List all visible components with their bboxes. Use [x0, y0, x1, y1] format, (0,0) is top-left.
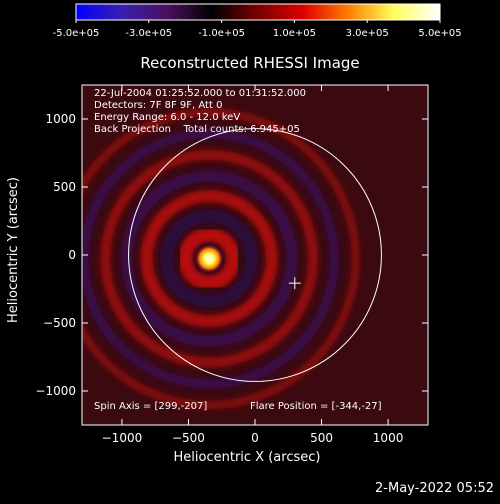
y-tick-label: 1000 [45, 112, 76, 126]
x-tick-label: −1000 [102, 431, 143, 445]
info-annotations: 22-Jul-2004 01:25:52.000 to 01:31:52.000… [94, 88, 306, 136]
image-ring [121, 170, 298, 347]
colorbar-tick-label: -3.0e+05 [125, 28, 172, 39]
y-tick-label: 0 [68, 248, 76, 262]
time-range-text: 22-Jul-2004 01:25:52.000 to 01:31:52.000 [94, 88, 306, 99]
spin-axis-marker [288, 277, 301, 290]
y-tick-label: 500 [53, 180, 76, 194]
x-axis: −1000 −500 0 500 1000 [102, 85, 404, 445]
total-counts-text: Total counts: 6.945+05 [183, 124, 300, 135]
x-tick-label: 1000 [373, 431, 404, 445]
colorbar-tick-label: -1.0e+05 [198, 28, 245, 39]
image-layer [82, 85, 428, 425]
energy-range-text: Energy Range: 6.0 - 12.0 keV [94, 112, 241, 123]
colorbar-tick-label: -5.0e+05 [53, 28, 100, 39]
image-ring [82, 108, 360, 410]
method-text: Back Projection [94, 124, 171, 135]
y-tick-label: −1000 [35, 384, 76, 398]
image-ring [140, 190, 278, 328]
image-ring [100, 149, 319, 368]
y-tick-label: −500 [43, 316, 76, 330]
x-tick-label: 0 [251, 431, 259, 445]
method-counts-line: Back Projection Total counts: 6.945+05 [94, 124, 306, 136]
y-axis: −1000 −500 0 500 1000 [35, 112, 428, 398]
plot-area: −1000 −500 0 500 1000 −1000 −500 0 500 1000 [35, 84, 429, 445]
image-ring [160, 209, 259, 308]
flare-source [195, 244, 224, 273]
y-axis-label: Heliocentric Y (arcsec) [6, 177, 21, 323]
image-ring [178, 227, 241, 290]
colorbar-tick-label: 5.0e+05 [418, 28, 461, 39]
colorbar: -5.0e+05 -3.0e+05 -1.0e+05 1.0e+05 3.0e+05 5.… [53, 3, 462, 39]
colorbar-tick-label: 3.0e+05 [346, 28, 389, 39]
x-tick-label: −500 [172, 431, 205, 445]
spin-axis-label: Spin Axis = [299,-207] [94, 401, 207, 412]
detectors-text: Detectors: 7F 8F 9F, Att 0 [94, 100, 223, 111]
solar-limb-circle [128, 128, 382, 382]
colorbar-gradient [75, 3, 441, 21]
image-ring [82, 129, 339, 389]
chart-title: Reconstructed RHESSI Image [140, 54, 359, 72]
x-tick-label: 500 [310, 431, 333, 445]
x-axis-label: Heliocentric X (arcsec) [174, 450, 321, 465]
colorbar-ticks: -5.0e+05 -3.0e+05 -1.0e+05 1.0e+05 3.0e+05 5.… [53, 20, 462, 39]
date-stamp: 2-May-2022 05:52 [375, 481, 494, 496]
colorbar-tick-label: 1.0e+05 [273, 28, 316, 39]
flare-position-label: Flare Position = [-344,-27] [250, 401, 382, 412]
